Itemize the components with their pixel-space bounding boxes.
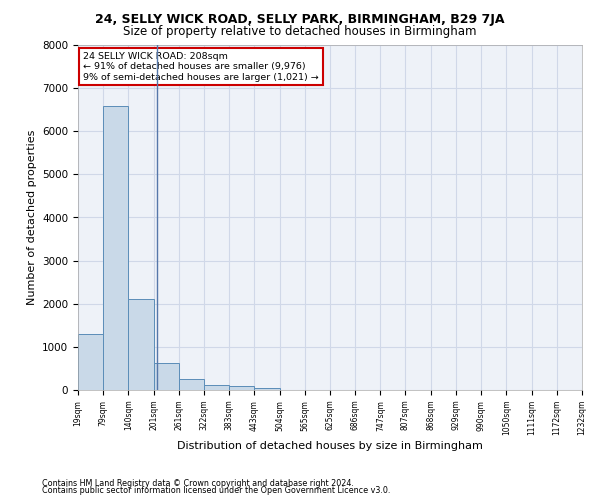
Text: 24 SELLY WICK ROAD: 208sqm
← 91% of detached houses are smaller (9,976)
9% of se: 24 SELLY WICK ROAD: 208sqm ← 91% of deta… [83,52,319,82]
Bar [229,386,254,390]
Y-axis label: Number of detached properties: Number of detached properties [26,130,37,305]
Bar [254,388,280,390]
Bar [128,300,154,390]
Text: 24, SELLY WICK ROAD, SELLY PARK, BIRMINGHAM, B29 7JA: 24, SELLY WICK ROAD, SELLY PARK, BIRMING… [95,12,505,26]
Bar [154,363,179,390]
Text: Contains HM Land Registry data © Crown copyright and database right 2024.: Contains HM Land Registry data © Crown c… [42,478,354,488]
Text: Contains public sector information licensed under the Open Government Licence v3: Contains public sector information licen… [42,486,391,495]
Bar [204,385,229,390]
Bar [179,379,204,390]
Bar [78,334,103,390]
X-axis label: Distribution of detached houses by size in Birmingham: Distribution of detached houses by size … [177,441,483,451]
Text: Size of property relative to detached houses in Birmingham: Size of property relative to detached ho… [123,25,477,38]
Bar [103,106,128,390]
